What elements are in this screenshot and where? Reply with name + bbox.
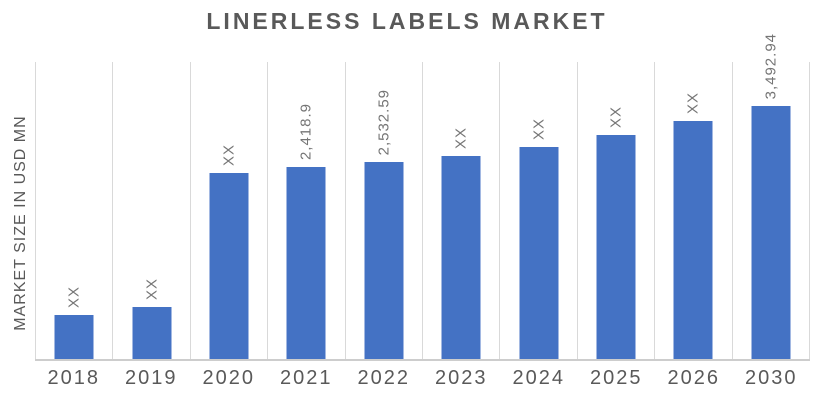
x-tick-2025: 2025 (590, 367, 643, 389)
x-tick-2021: 2021 (280, 367, 333, 389)
bar-value-label-2019: XX (143, 277, 161, 300)
x-axis: 2018 2019 2020 2021 2022 2023 2024 2025 2026 2030 (35, 367, 810, 390)
x-tick-2018: 2018 (47, 367, 100, 389)
x-tick-2022: 2022 (357, 367, 410, 389)
bar-value-label-2030: 3,492.94 (762, 32, 780, 99)
category-cell-2019: XX (112, 62, 189, 359)
plot-area: XX XX XX 2,418.9 2,532.59 XX XX XX XX 3,492.94 (35, 33, 811, 361)
category-cell-2026: XX (654, 62, 731, 359)
bar-value-label-2018: XX (65, 285, 83, 308)
chart-title: LINERLESS LABELS MARKET (206, 8, 608, 34)
category-cell-2018: XX (35, 62, 112, 359)
category-cell-2020: XX (189, 62, 267, 359)
bar-value-label-2024: XX (530, 117, 548, 140)
bar-2018 (54, 315, 94, 359)
bar-value-label-2022: 2,532.59 (375, 88, 393, 155)
x-tick-2020: 2020 (202, 367, 255, 389)
y-axis-label: MARKET SIZE IN USD MN (12, 115, 29, 331)
bar-2030 (751, 106, 791, 359)
bar-2026 (673, 121, 713, 359)
bar-2023 (441, 156, 481, 359)
category-cell-2023: XX (422, 62, 499, 359)
category-cell-2025: XX (576, 62, 654, 359)
bar-value-label-2020: XX (220, 143, 238, 166)
bar-2021 (286, 167, 326, 359)
bar-2025 (596, 135, 636, 359)
x-tick-2019: 2019 (125, 367, 178, 389)
bar-2022 (364, 162, 404, 359)
bar-value-label-2021: 2,418.9 (297, 102, 315, 160)
category-cell-2024: XX (499, 62, 576, 359)
category-cell-2021: 2,418.9 (267, 62, 344, 359)
category-cell-2030: 3,492.94 (731, 33, 811, 359)
bar-2020 (209, 173, 249, 359)
category-cell-2022: 2,532.59 (344, 62, 422, 359)
bar-value-label-2025: XX (607, 105, 625, 128)
bar-2024 (519, 147, 559, 359)
bar-value-label-2023: XX (452, 126, 470, 149)
bar-2019 (132, 307, 172, 359)
x-tick-2024: 2024 (512, 367, 565, 389)
bar-value-label-2026: XX (684, 91, 702, 114)
x-tick-2030: 2030 (745, 367, 798, 389)
x-tick-2023: 2023 (435, 367, 488, 389)
x-tick-2026: 2026 (667, 367, 720, 389)
